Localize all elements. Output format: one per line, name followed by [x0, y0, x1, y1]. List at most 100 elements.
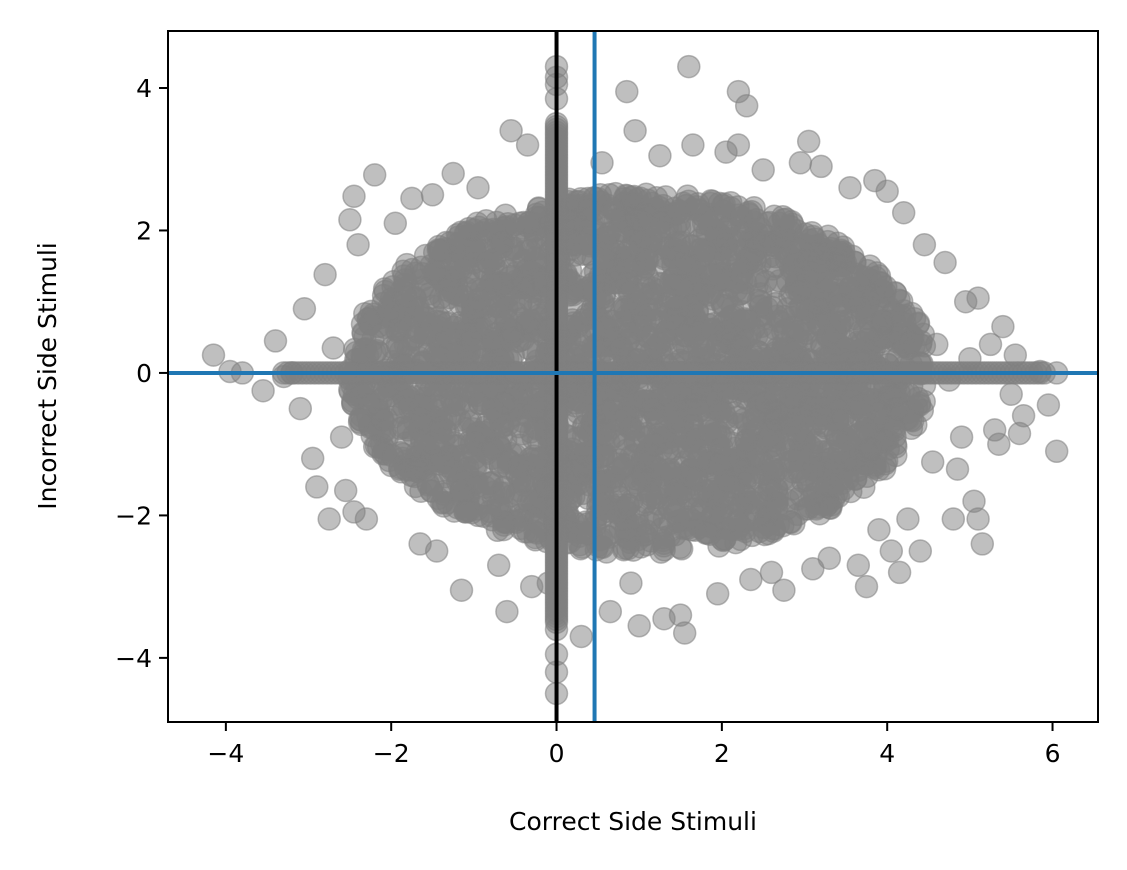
data-point-outlier: [495, 599, 519, 624]
data-point-outlier: [920, 450, 945, 474]
data-point-outlier: [400, 186, 424, 211]
data-point-outlier: [648, 143, 672, 168]
data-point: [426, 433, 451, 458]
data-point: [855, 327, 880, 352]
data-point-outlier: [569, 624, 594, 649]
data-point: [614, 517, 638, 542]
data-point-outlier: [999, 382, 1023, 407]
data-point: [667, 408, 692, 433]
data-point: [685, 213, 710, 237]
data-point: [395, 252, 419, 277]
data-point: [643, 401, 667, 426]
data-point: [778, 214, 802, 239]
data-point: [613, 297, 637, 322]
x-tick-label: −4: [207, 739, 244, 768]
data-point: [700, 264, 724, 288]
data-point: [396, 418, 420, 442]
data-point: [757, 478, 781, 502]
data-point: [454, 499, 479, 524]
data-point-outlier: [739, 567, 763, 592]
data-point: [451, 244, 475, 268]
data-point-outlier: [383, 211, 408, 236]
data-point-outlier: [292, 297, 317, 321]
data-point: [612, 453, 637, 477]
data-point: [795, 468, 819, 492]
y-tick-label: −4: [115, 644, 152, 673]
data-point-outlier: [677, 54, 701, 79]
data-point: [629, 314, 653, 338]
y-axis-label: Incorrect Side Stimuli: [33, 242, 62, 509]
data-point: [779, 438, 803, 463]
data-point: [419, 479, 444, 503]
data-point: [652, 295, 677, 319]
data-point: [433, 464, 457, 489]
data-point-outlier: [515, 133, 540, 157]
y-tick-label: −2: [115, 501, 152, 530]
data-point-outlier: [681, 133, 705, 157]
y-tick-label: 0: [136, 359, 152, 388]
data-point: [653, 320, 678, 344]
data-point: [674, 193, 699, 218]
data-point: [709, 504, 734, 529]
data-point: [749, 289, 773, 314]
data-point-outlier: [867, 517, 891, 542]
data-point-outlier: [838, 175, 862, 200]
data-point-outlier: [726, 133, 751, 157]
data-point-outlier: [321, 336, 346, 360]
data-point: [779, 510, 803, 535]
data-point-outlier: [854, 574, 879, 599]
data-point: [638, 483, 663, 507]
data-point-outlier: [1044, 439, 1069, 464]
data-point: [670, 274, 695, 298]
reference-lines: [168, 31, 1098, 722]
data-point: [704, 225, 729, 250]
data-point-outlier: [949, 425, 974, 449]
data-point: [417, 282, 442, 306]
data-point-outlier: [342, 184, 366, 209]
data-point: [728, 513, 752, 538]
data-point: [816, 324, 840, 349]
data-point-outlier: [887, 560, 912, 585]
data-point: [686, 483, 710, 508]
data-point-outlier: [288, 396, 313, 421]
data-point: [849, 392, 873, 416]
data-point-outlier: [846, 553, 871, 578]
data-point-outlier: [891, 200, 916, 225]
data-point: [712, 425, 737, 450]
data-point: [754, 269, 778, 294]
data-point: [744, 399, 769, 424]
data-point: [800, 220, 824, 245]
x-axis-label: Correct Side Stimuli: [509, 807, 757, 836]
data-point: [465, 425, 490, 449]
data-point: [810, 403, 834, 428]
data-point-outlier: [338, 208, 362, 232]
data-point-outlier: [875, 179, 899, 204]
data-point: [846, 422, 870, 447]
data-point: [604, 408, 628, 432]
data-point: [445, 222, 470, 247]
data-point-outlier: [354, 507, 379, 531]
data-point: [825, 231, 850, 255]
data-point-outlier: [615, 79, 639, 104]
data-point: [621, 538, 646, 562]
data-point: [756, 521, 781, 546]
x-tick-label: 4: [879, 739, 895, 768]
data-point-outlier: [305, 475, 329, 499]
data-point: [615, 271, 639, 295]
data-point-outlier: [1036, 393, 1061, 417]
data-point: [466, 287, 490, 312]
data-point: [744, 208, 769, 232]
y-tick-label: 4: [136, 74, 152, 103]
data-point-outlier: [958, 346, 982, 371]
data-point: [384, 317, 409, 342]
data-point: [707, 453, 732, 477]
data-point: [479, 503, 504, 528]
data-point: [603, 326, 627, 350]
data-point: [719, 196, 743, 220]
data-point: [567, 323, 592, 347]
data-point: [506, 455, 530, 479]
data-point: [593, 247, 617, 271]
data-point: [498, 326, 523, 351]
data-point-outlier: [486, 553, 511, 578]
